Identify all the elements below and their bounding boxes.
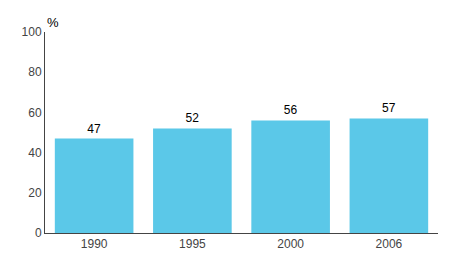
svg-text:20: 20 <box>28 186 42 200</box>
svg-text:0: 0 <box>35 226 42 240</box>
svg-text:2000: 2000 <box>277 237 304 251</box>
svg-text:60: 60 <box>28 106 42 120</box>
svg-text:47: 47 <box>87 122 101 136</box>
svg-text:80: 80 <box>28 65 42 79</box>
svg-text:100: 100 <box>22 25 42 39</box>
svg-text:57: 57 <box>382 101 396 115</box>
svg-text:1995: 1995 <box>179 237 206 251</box>
svg-text:56: 56 <box>284 103 298 117</box>
svg-text:%: % <box>47 15 59 30</box>
svg-text:2006: 2006 <box>376 237 403 251</box>
svg-text:40: 40 <box>28 146 42 160</box>
svg-text:1990: 1990 <box>81 237 108 251</box>
svg-text:52: 52 <box>186 111 200 125</box>
